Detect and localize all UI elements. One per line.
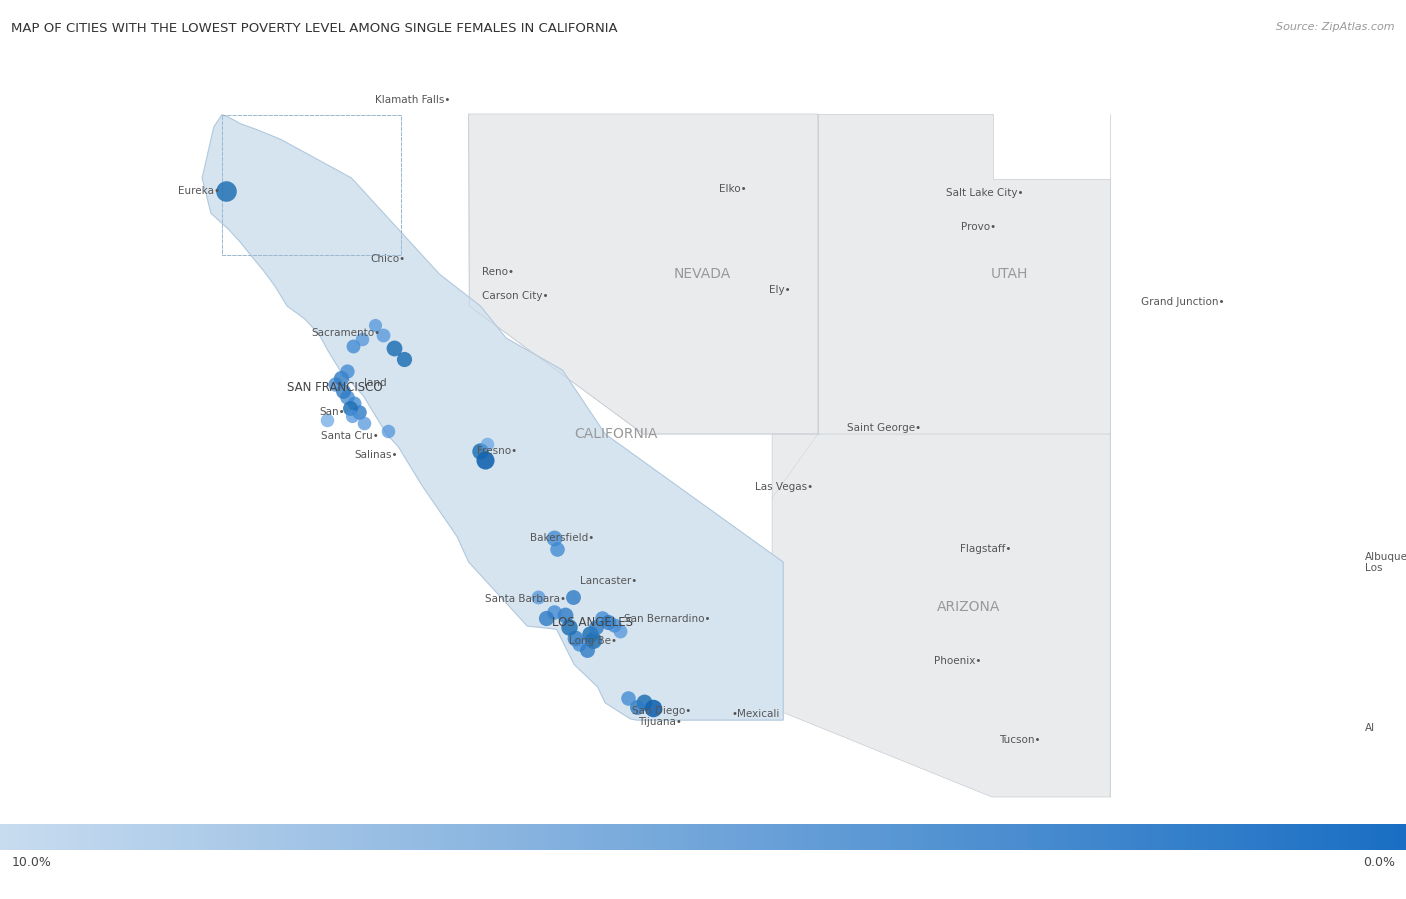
Point — [633, 694, 655, 708]
Text: Ely•: Ely• — [769, 285, 790, 295]
Text: Tucson•: Tucson• — [998, 735, 1040, 745]
Point — [382, 341, 405, 355]
Point — [558, 620, 581, 635]
Point — [332, 383, 354, 397]
Text: NEVADA: NEVADA — [673, 267, 731, 281]
Point — [343, 396, 366, 411]
Text: LOS ANGELES: LOS ANGELES — [553, 617, 633, 629]
Text: Elko•: Elko• — [720, 184, 747, 194]
Point — [543, 531, 565, 546]
Point — [564, 630, 586, 645]
Text: Provo•: Provo• — [960, 222, 995, 232]
Text: 0.0%: 0.0% — [1362, 856, 1395, 868]
Polygon shape — [772, 434, 1111, 797]
Text: land: land — [364, 378, 387, 387]
Point — [554, 608, 576, 622]
Point — [323, 377, 346, 391]
Point — [336, 364, 359, 378]
Text: Las Vegas•: Las Vegas• — [755, 482, 813, 492]
Point — [371, 327, 394, 342]
Point — [543, 605, 565, 619]
Point — [477, 437, 499, 451]
Text: CALIFORNIA: CALIFORNIA — [574, 427, 658, 441]
Point — [596, 614, 619, 628]
Text: Carson City•: Carson City• — [482, 291, 548, 301]
Point — [336, 390, 359, 405]
Point — [546, 542, 568, 556]
Polygon shape — [202, 115, 783, 720]
Text: Eureka•: Eureka• — [177, 186, 219, 196]
Point — [474, 452, 496, 467]
Text: Flagstaff•: Flagstaff• — [959, 544, 1011, 555]
Point — [576, 643, 599, 657]
Text: Long Be•: Long Be• — [569, 636, 617, 645]
Point — [353, 415, 375, 430]
Text: SAN FRANCISCO: SAN FRANCISCO — [287, 381, 382, 395]
Text: Grand Junction•: Grand Junction• — [1142, 297, 1225, 307]
Text: Fresno•: Fresno• — [478, 446, 517, 456]
Text: Klamath Falls•: Klamath Falls• — [375, 95, 450, 105]
Text: Salinas•: Salinas• — [354, 450, 398, 460]
Point — [342, 339, 364, 353]
Point — [470, 443, 492, 458]
Text: San Diego•: San Diego• — [631, 706, 690, 716]
Point — [603, 618, 626, 632]
Text: Salt Lake City•: Salt Lake City• — [946, 189, 1024, 199]
Text: Phoenix•: Phoenix• — [935, 656, 981, 666]
Point — [585, 620, 607, 635]
Point — [339, 401, 361, 415]
Point — [214, 183, 236, 198]
Text: Al: Al — [1365, 724, 1375, 734]
Point — [377, 423, 399, 438]
Text: MAP OF CITIES WITH THE LOWEST POVERTY LEVEL AMONG SINGLE FEMALES IN CALIFORNIA: MAP OF CITIES WITH THE LOWEST POVERTY LE… — [11, 22, 617, 35]
Text: Sacramento•: Sacramento• — [312, 328, 381, 338]
Text: •Mexicali: •Mexicali — [731, 708, 779, 719]
Point — [394, 352, 416, 366]
Text: Saint George•: Saint George• — [846, 423, 921, 432]
Point — [534, 611, 557, 626]
Text: Santa Barbara•: Santa Barbara• — [485, 594, 567, 604]
Point — [352, 332, 374, 346]
Text: Source: ZipAtlas.com: Source: ZipAtlas.com — [1277, 22, 1395, 32]
Text: Lancaster•: Lancaster• — [581, 576, 637, 586]
Text: San•: San• — [319, 407, 344, 417]
Text: Los: Los — [1365, 564, 1382, 574]
Text: Albuque: Albuque — [1365, 552, 1406, 562]
Polygon shape — [468, 114, 818, 434]
Point — [347, 405, 370, 420]
Point — [340, 409, 363, 423]
Point — [561, 590, 583, 604]
Point — [329, 370, 352, 385]
Point — [315, 413, 337, 427]
Text: UTAH: UTAH — [991, 267, 1028, 281]
Text: Santa Cru•: Santa Cru• — [321, 431, 378, 441]
Point — [643, 701, 665, 716]
Point — [579, 627, 602, 641]
Point — [582, 633, 605, 647]
Text: Reno•: Reno• — [482, 267, 513, 277]
Text: 10.0%: 10.0% — [11, 856, 51, 868]
Point — [364, 318, 387, 333]
Point — [617, 691, 640, 706]
Point — [527, 590, 550, 604]
Text: ARIZONA: ARIZONA — [938, 600, 1001, 614]
Point — [568, 636, 591, 651]
Text: Tijuana•: Tijuana• — [638, 717, 682, 727]
Point — [591, 611, 613, 626]
Text: Chico•: Chico• — [370, 254, 405, 264]
Point — [626, 699, 648, 714]
Text: Bakersfield•: Bakersfield• — [530, 533, 595, 543]
Polygon shape — [818, 114, 1111, 434]
Point — [609, 624, 631, 638]
Text: San Bernardino•: San Bernardino• — [624, 614, 710, 624]
